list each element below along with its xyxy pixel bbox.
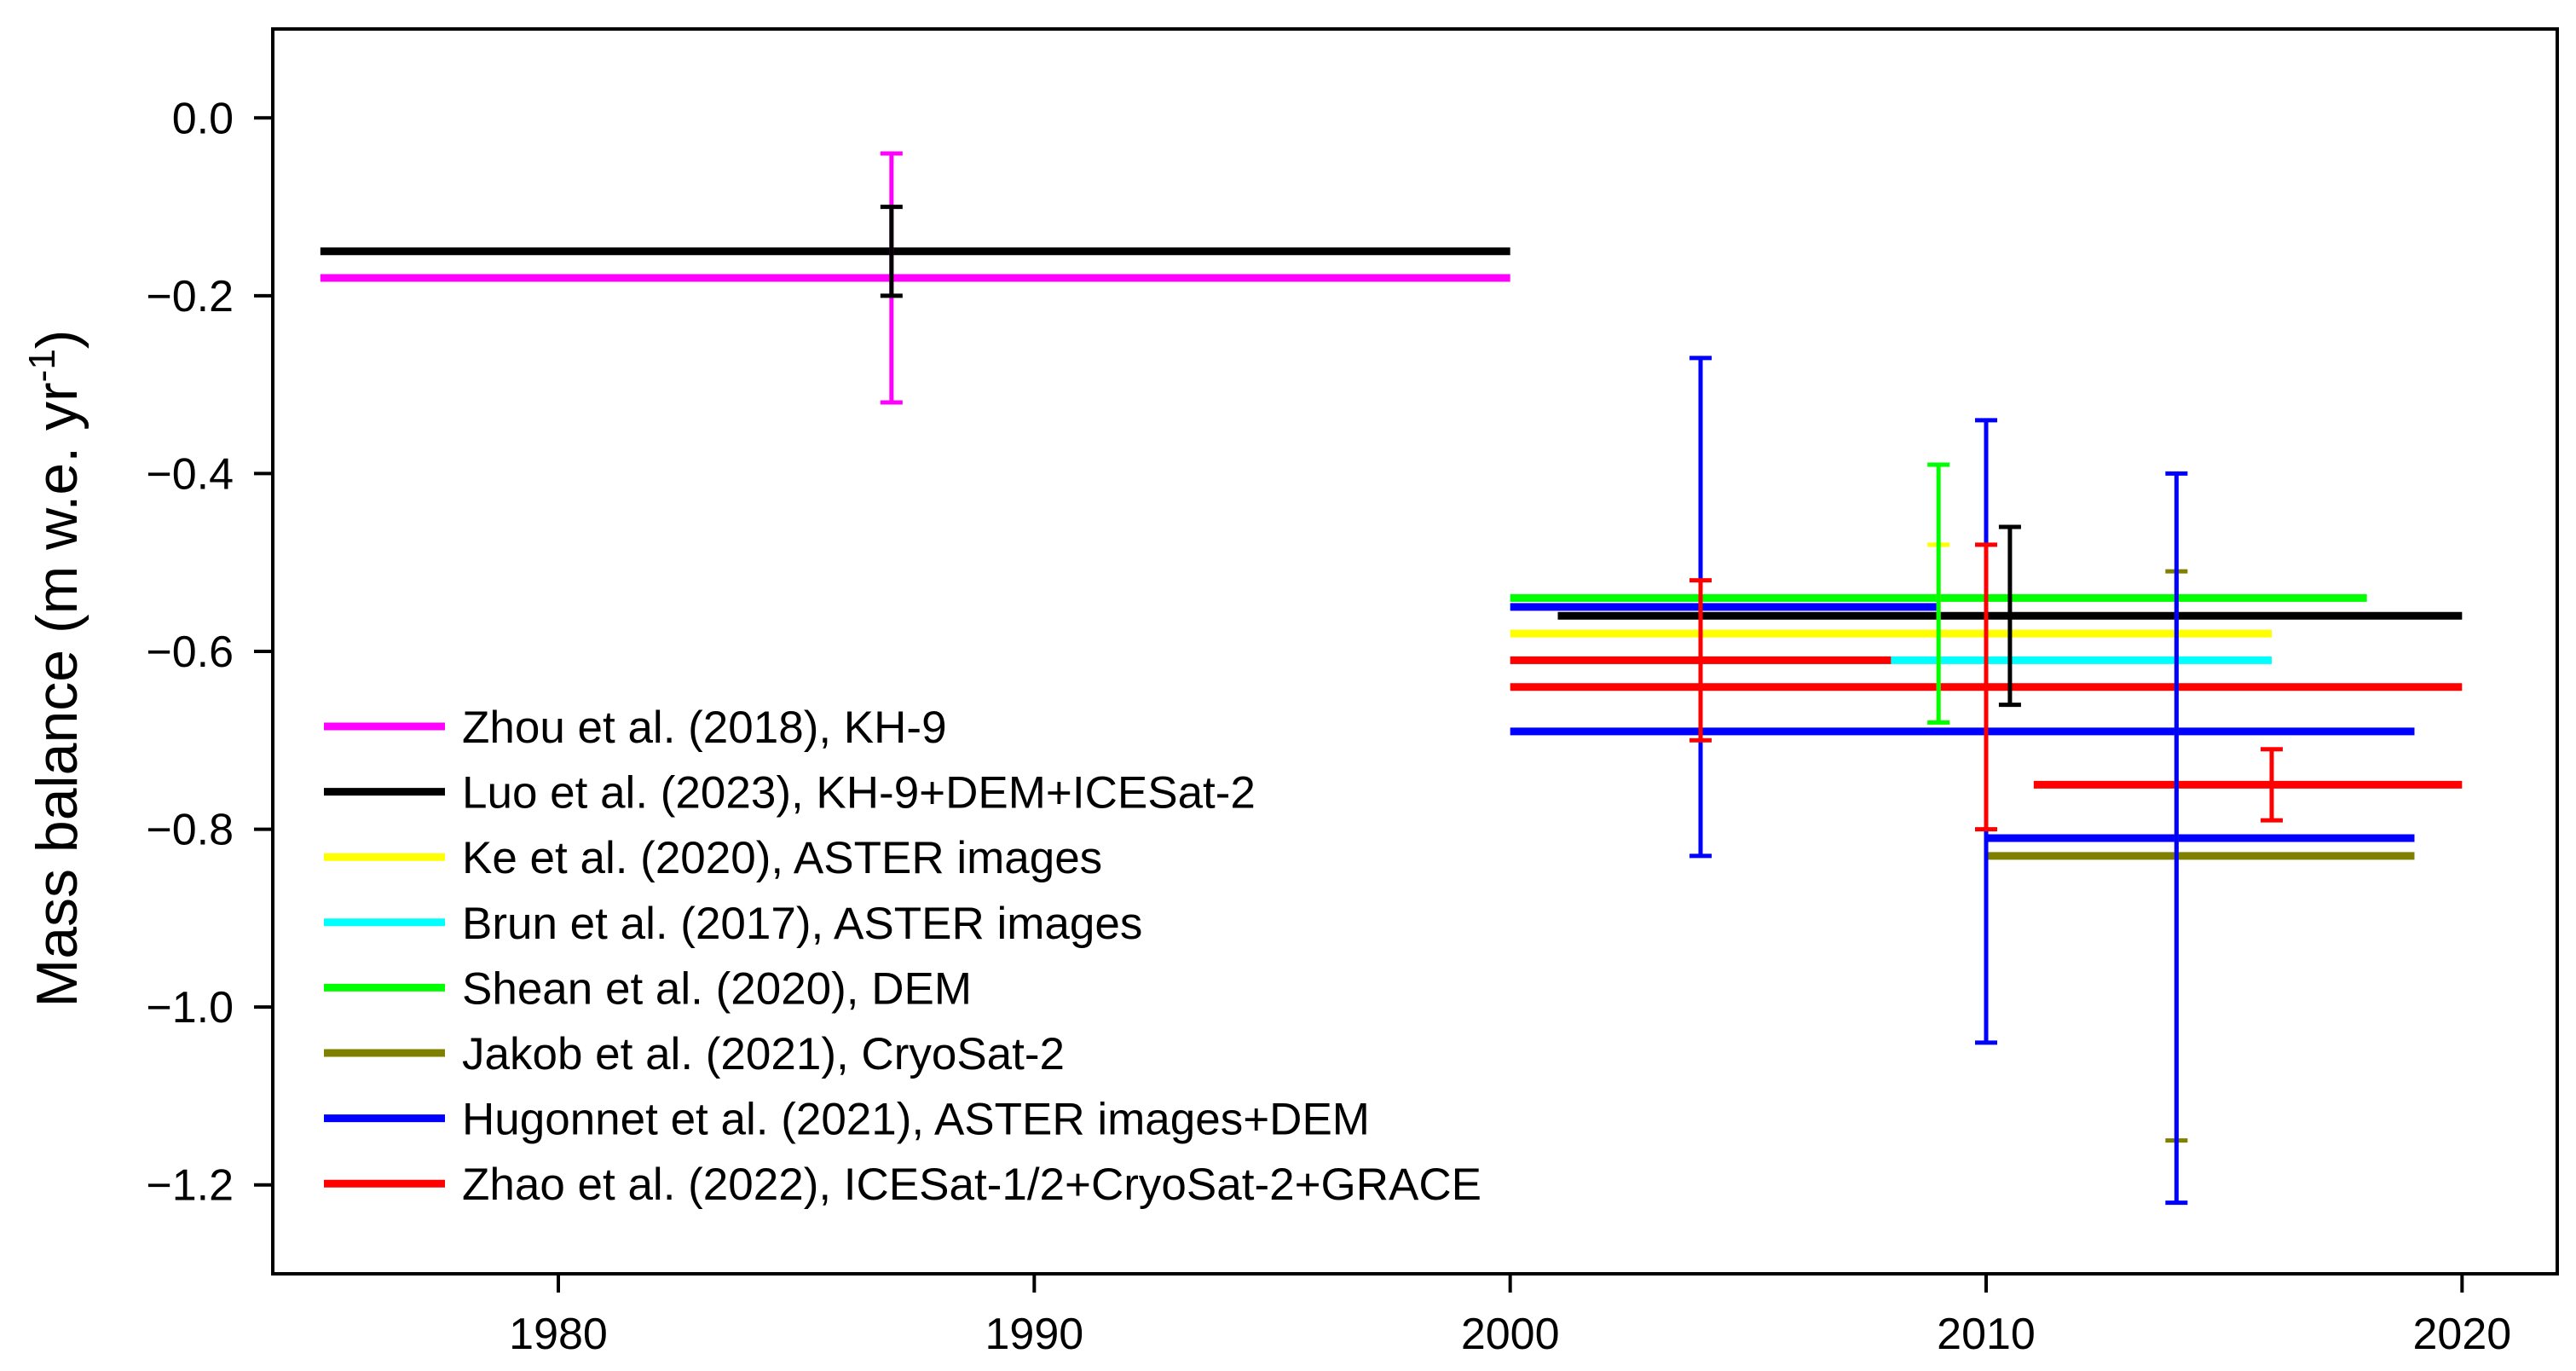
y-axis-label-suffix: ) bbox=[25, 330, 90, 350]
x-tick-label: 2010 bbox=[1937, 1310, 2036, 1359]
series-7-errorbar-1 bbox=[1975, 542, 1997, 832]
legend-item: Luo et al. (2023), KH-9+DEM+ICESat-2 bbox=[324, 768, 1256, 819]
legend-item: Zhao et al. (2022), ICESat-1/2+CryoSat-2… bbox=[324, 1160, 1481, 1210]
legend-item: Jakob et al. (2021), CryoSat-2 bbox=[324, 1029, 1065, 1079]
series-1-errorbar-0 bbox=[880, 205, 903, 298]
y-tick-label: −0.4 bbox=[146, 449, 234, 499]
y-tick-label: 0.0 bbox=[172, 94, 234, 143]
series-7-errorbar-2 bbox=[2261, 747, 2283, 823]
y-tick-label: −1.2 bbox=[146, 1161, 234, 1211]
legend-item: Brun et al. (2017), ASTER images bbox=[324, 899, 1142, 949]
legend-label: Zhou et al. (2018), KH-9 bbox=[462, 703, 947, 753]
legend-item: Zhou et al. (2018), KH-9 bbox=[324, 703, 947, 753]
legend-item: Shean et al. (2020), DEM bbox=[324, 963, 972, 1014]
legend-label: Hugonnet et al. (2021), ASTER images+DEM bbox=[462, 1095, 1370, 1145]
legend-label: Luo et al. (2023), KH-9+DEM+ICESat-2 bbox=[462, 768, 1256, 819]
series-6-errorbar-2 bbox=[2165, 471, 2188, 1206]
series-7-errorbar-0 bbox=[1689, 578, 1712, 743]
x-tick-label: 2000 bbox=[1461, 1310, 1560, 1359]
legend-label: Shean et al. (2020), DEM bbox=[462, 963, 972, 1014]
y-tick-label: −0.2 bbox=[146, 272, 234, 321]
y-axis-label-superscript: -1 bbox=[21, 349, 63, 382]
y-tick-label: −0.6 bbox=[146, 628, 234, 677]
y-axis-label: Mass balance (m w.e. yr-1) bbox=[21, 330, 90, 1008]
legend-label: Brun et al. (2017), ASTER images bbox=[462, 899, 1142, 949]
legend-item: Ke et al. (2020), ASTER images bbox=[324, 833, 1102, 883]
legend-label: Ke et al. (2020), ASTER images bbox=[462, 833, 1102, 883]
legend-label: Jakob et al. (2021), CryoSat-2 bbox=[462, 1029, 1065, 1079]
x-tick-label: 1990 bbox=[985, 1310, 1083, 1359]
legend: Zhou et al. (2018), KH-9 Luo et al. (2023… bbox=[324, 703, 1481, 1210]
ticks-layer: 1980 1990 2000 2010 2020 0.0 −0.2 −0.4 −0.6 −0.8 −… bbox=[146, 94, 2511, 1359]
y-tick-label: −1.0 bbox=[146, 983, 234, 1033]
errorbar-layer bbox=[880, 151, 2283, 1206]
x-tick-label: 2020 bbox=[2412, 1310, 2511, 1359]
legend-item: Hugonnet et al. (2021), ASTER images+DEM bbox=[324, 1095, 1370, 1145]
x-tick-label: 1980 bbox=[509, 1310, 608, 1359]
y-axis-label-text: Mass balance (m w.e. yr bbox=[25, 382, 90, 1007]
y-tick-label: −0.8 bbox=[146, 806, 234, 855]
series-4-errorbar-0 bbox=[1927, 462, 1950, 725]
series-1-errorbar-1 bbox=[1998, 524, 2021, 708]
legend-label: Zhao et al. (2022), ICESat-1/2+CryoSat-2… bbox=[462, 1160, 1481, 1210]
